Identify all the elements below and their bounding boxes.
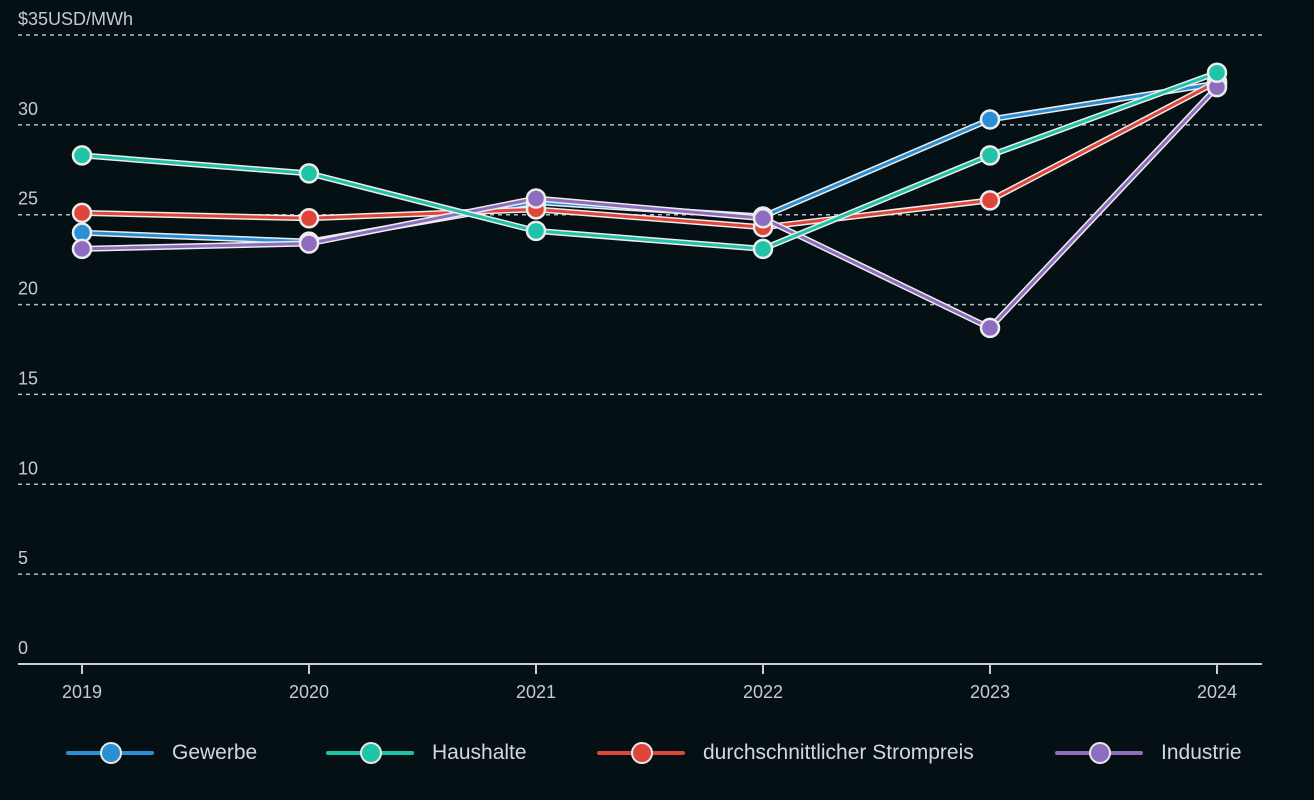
data-point-haushalte-2019: [71, 145, 93, 166]
series-line-haushalte: [80, 71, 1219, 251]
legend-marker-industrie: [1089, 742, 1111, 764]
legend-label-industrie: Industrie: [1161, 741, 1242, 764]
y-tick-label-35: $35USD/MWh: [18, 9, 133, 29]
x-tick-label-2021: 2021: [516, 682, 556, 702]
data-point-haushalte-2022: [752, 238, 774, 260]
x-tick-label-2020: 2020: [289, 682, 329, 702]
legend-item-industrie: Industrie: [1055, 730, 1242, 776]
legend-marker-durchschnittlicher-strompreis: [631, 742, 653, 764]
series-line-outline-haushalte: [79, 69, 1220, 252]
legend-item-gewerbe: Gewerbe: [66, 730, 257, 776]
legend-item-haushalte: Haushalte: [326, 730, 527, 776]
series-line-durchschnittlicher-strompreis: [80, 80, 1219, 229]
y-tick-label-0: 0: [18, 638, 28, 658]
data-point-durchschnittlicher-strompreis-2019: [71, 202, 93, 224]
y-tick-label-10: 10: [18, 458, 38, 478]
x-tick-label-2023: 2023: [970, 682, 1010, 702]
legend-swatch-haushalte: [326, 730, 416, 776]
x-tick-label-2022: 2022: [743, 682, 783, 702]
data-point-haushalte-2021: [525, 220, 547, 242]
data-point-industrie-2019: [71, 238, 93, 260]
data-point-durchschnittlicher-strompreis-2023: [979, 190, 1001, 211]
line-chart: 0 5 10 15 20 25 30 $35USD/MWh 2019 2020 2021 2022 20…: [18, 9, 1262, 702]
data-point-industrie-2020: [298, 233, 320, 254]
data-point-haushalte-2020: [298, 163, 320, 184]
y-tick-label-25: 25: [18, 189, 38, 209]
data-point-industrie-2022: [752, 208, 774, 229]
legend-marker-gewerbe: [100, 742, 122, 764]
legend-swatch-industrie: [1055, 730, 1145, 776]
legend-swatch-durchschnittlicher-strompreis: [597, 730, 687, 776]
series-line-industrie: [80, 85, 1219, 330]
x-tick-label-2019: 2019: [62, 682, 102, 702]
x-tick-label-2024: 2024: [1197, 682, 1237, 702]
data-point-haushalte-2023: [979, 145, 1001, 166]
y-tick-label-20: 20: [18, 279, 38, 299]
y-tick-label-15: 15: [18, 368, 38, 388]
data-point-industrie-2023: [979, 317, 1001, 339]
data-point-industrie-2021: [525, 188, 547, 209]
chart-legend: Gewerbe Haushalte durchschnittlicher Str…: [0, 730, 1314, 776]
legend-swatch-gewerbe: [66, 730, 156, 776]
data-point-gewerbe-2023: [979, 109, 1001, 130]
legend-label-gewerbe: Gewerbe: [172, 741, 258, 764]
y-tick-label-5: 5: [18, 548, 28, 568]
legend-item-durchschnittlicher-strompreis: durchschnittlicher Strompreis: [597, 730, 974, 776]
legend-label-haushalte: Haushalte: [432, 741, 527, 764]
y-tick-label-30: 30: [18, 99, 38, 119]
data-point-durchschnittlicher-strompreis-2020: [298, 208, 320, 229]
data-point-haushalte-2024: [1206, 62, 1228, 83]
legend-marker-haushalte: [360, 742, 382, 764]
legend-label-durchschnittlicher-strompreis: durchschnittlicher Strompreis: [703, 741, 974, 764]
